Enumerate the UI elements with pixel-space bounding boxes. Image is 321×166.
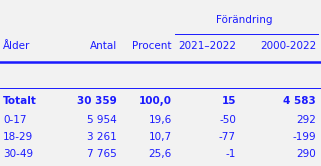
Text: Antal: Antal [90, 42, 117, 51]
Text: -77: -77 [219, 132, 236, 142]
Text: 10,7: 10,7 [149, 132, 172, 142]
Text: Ålder: Ålder [3, 42, 30, 51]
Text: 30 359: 30 359 [77, 96, 117, 106]
Text: 0-17: 0-17 [3, 115, 27, 125]
Text: 290: 290 [296, 149, 316, 159]
Text: Förändring: Förändring [216, 15, 272, 25]
Text: 2000-2022: 2000-2022 [260, 42, 316, 51]
Text: -1: -1 [226, 149, 236, 159]
Text: Procent: Procent [132, 42, 172, 51]
Text: 2021–2022: 2021–2022 [178, 42, 236, 51]
Text: Totalt: Totalt [3, 96, 37, 106]
Text: 4 583: 4 583 [283, 96, 316, 106]
Text: 19,6: 19,6 [149, 115, 172, 125]
Text: 3 261: 3 261 [87, 132, 117, 142]
Text: 100,0: 100,0 [139, 96, 172, 106]
Text: -50: -50 [219, 115, 236, 125]
Text: 15: 15 [221, 96, 236, 106]
Text: 292: 292 [296, 115, 316, 125]
Text: -199: -199 [292, 132, 316, 142]
Text: 25,6: 25,6 [149, 149, 172, 159]
Text: 18-29: 18-29 [3, 132, 33, 142]
Text: 5 954: 5 954 [87, 115, 117, 125]
Text: 30-49: 30-49 [3, 149, 33, 159]
Text: 7 765: 7 765 [87, 149, 117, 159]
